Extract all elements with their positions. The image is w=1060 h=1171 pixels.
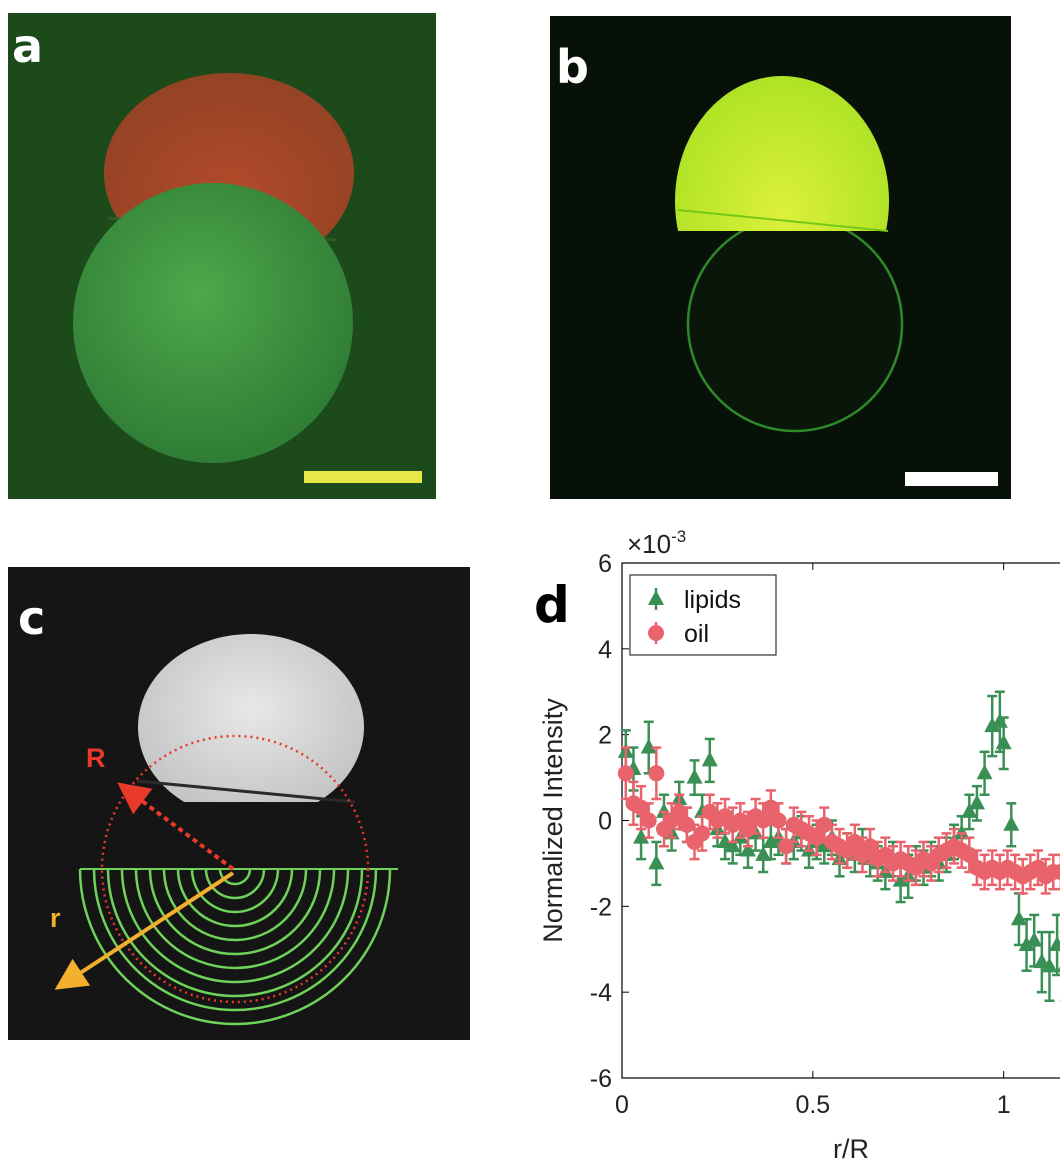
- green-lobe: [73, 183, 353, 463]
- data-point: [755, 845, 772, 861]
- series-oil: [617, 746, 1060, 895]
- ring: [106, 868, 364, 998]
- label-r: r: [50, 903, 61, 933]
- legend-box: [629, 574, 777, 656]
- data-point: [991, 712, 1008, 728]
- data-point: [739, 841, 756, 857]
- panel-label-d: d: [534, 576, 570, 634]
- R-arrow: [117, 782, 235, 871]
- scale-bar-a: [304, 471, 422, 483]
- ring: [204, 868, 266, 900]
- y-tick-label: -4: [590, 979, 612, 1007]
- ring: [218, 868, 252, 886]
- bright-lobe: [138, 634, 364, 802]
- data-point: [648, 854, 665, 870]
- y-tick-label: 6: [598, 550, 612, 578]
- droplet-image-c: [8, 567, 470, 1040]
- ring: [176, 868, 294, 928]
- data-point: [976, 764, 993, 780]
- label-R: R: [86, 743, 106, 773]
- data-point: [1026, 931, 1043, 947]
- panel-label-a: a: [12, 19, 44, 73]
- y-tick-label: 2: [598, 722, 612, 750]
- panel-c-image: c R r: [8, 567, 470, 1040]
- legend-label: oil: [684, 620, 709, 648]
- data-point: [1003, 815, 1020, 831]
- panel-label-c: c: [18, 591, 46, 645]
- data-point: [1010, 910, 1027, 926]
- ring: [148, 868, 322, 956]
- y-tick-label: 0: [598, 808, 612, 836]
- data-point: [892, 871, 909, 887]
- data-point: [953, 824, 970, 840]
- y-exponent-label: ×10-3: [627, 527, 686, 559]
- y-tick-label: 4: [598, 636, 612, 664]
- panel-label-b: b: [556, 40, 589, 94]
- data-point: [617, 765, 634, 782]
- data-point: [995, 734, 1012, 750]
- data-point: [701, 751, 718, 767]
- legend-label: lipids: [684, 586, 741, 614]
- data-point: [648, 765, 665, 782]
- ring: [92, 868, 378, 1012]
- ring: [162, 868, 308, 942]
- ring: [78, 868, 392, 1026]
- y-tick-label: -6: [590, 1065, 612, 1093]
- scale-bar-b: [905, 472, 998, 486]
- legend: lipids oil: [629, 574, 777, 656]
- data-point: [762, 832, 779, 848]
- data-point: [1049, 935, 1060, 951]
- ring: [190, 868, 280, 914]
- data-point: [778, 838, 795, 855]
- data-point: [686, 768, 703, 784]
- data-point: [724, 837, 741, 853]
- y-tick-label: -2: [590, 893, 612, 921]
- x-tick-label: 1: [997, 1091, 1011, 1119]
- data-point: [678, 816, 695, 833]
- data-point: [961, 802, 978, 818]
- data-point: [968, 794, 985, 810]
- data-point: [816, 816, 833, 833]
- x-axis-label: r/R: [833, 1134, 869, 1164]
- data-point: [770, 812, 787, 829]
- data-point: [694, 825, 711, 842]
- droplet-image-a: [8, 13, 436, 499]
- ring: [134, 868, 336, 970]
- panel-a-image: a: [8, 13, 436, 499]
- radius-circle: [100, 734, 370, 1004]
- data-point: [640, 812, 657, 829]
- x-tick-label: 0.5: [795, 1091, 830, 1119]
- droplet-image-b: [550, 16, 1011, 499]
- legend-marker: [648, 590, 664, 605]
- concentric-rings: [78, 868, 398, 1026]
- x-tick-label: 0: [615, 1091, 629, 1119]
- yellow-lobe: [675, 76, 889, 231]
- panel-d-chart: 6 4 2 0 -2 -4 -6 0 0.5 1 ×10-3 Normalized Intensi…: [480, 520, 1060, 1171]
- data-point: [984, 717, 1001, 733]
- ring: [120, 868, 350, 984]
- data-point: [640, 738, 657, 754]
- data-point: [1041, 957, 1058, 973]
- lower-lobe-outline: [686, 215, 904, 433]
- data-point: [1056, 966, 1060, 973]
- legend-marker: [648, 625, 664, 641]
- data-point: [1018, 935, 1035, 951]
- panel-b-image: b: [550, 16, 1011, 499]
- data-point: [1052, 864, 1060, 880]
- y-axis-label: Normalized Intensity: [538, 698, 568, 943]
- data-point: [633, 828, 650, 844]
- r-arrow: [54, 871, 235, 990]
